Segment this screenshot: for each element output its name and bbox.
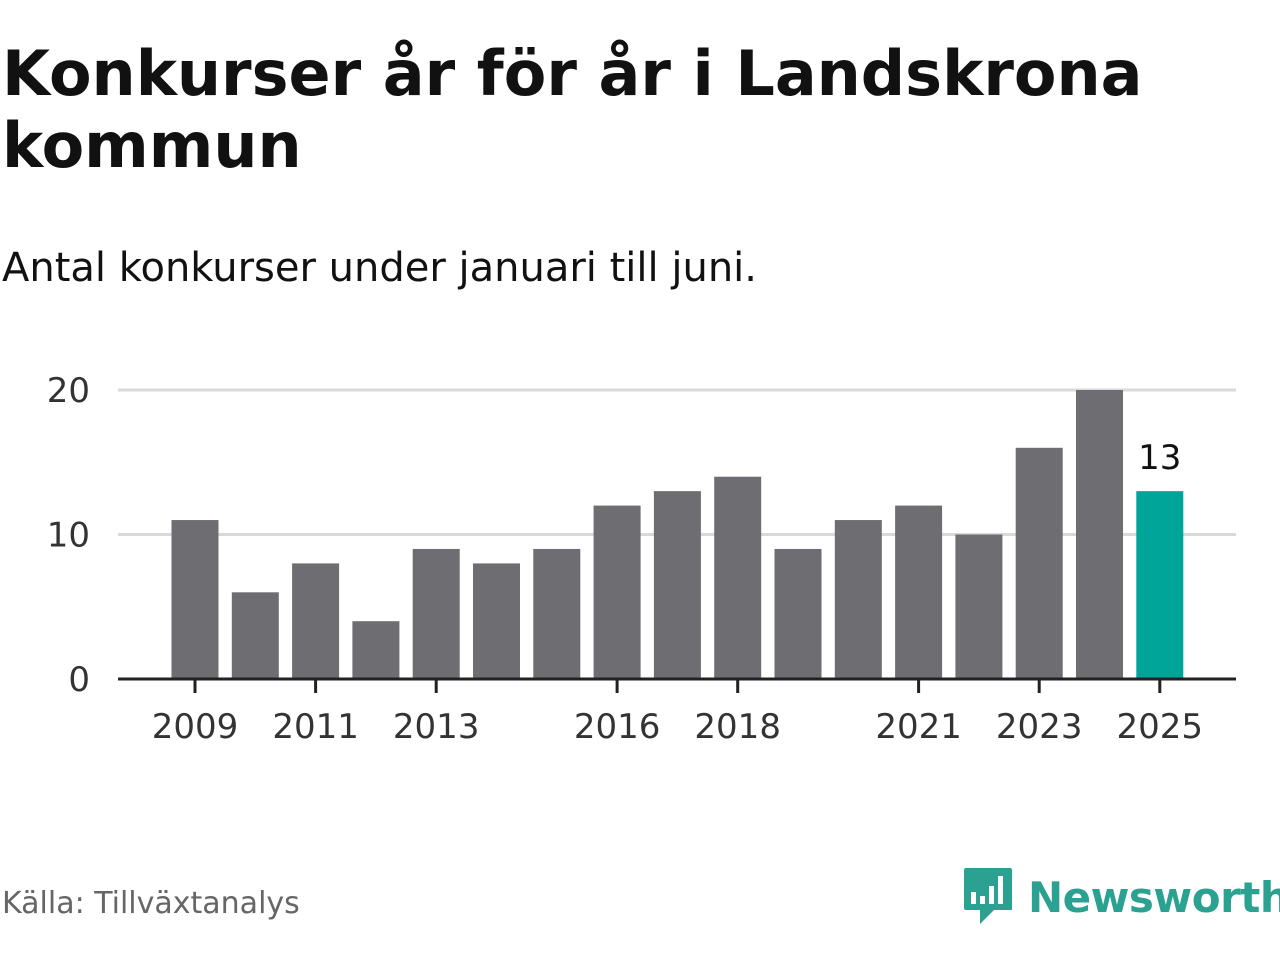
x-tick-label-2023: 2023 xyxy=(996,707,1083,747)
newsworthy-logo-icon xyxy=(964,868,1012,924)
y-axis-ticks: 0 10 20 xyxy=(47,371,90,700)
bar-2021 xyxy=(895,505,943,679)
bar-2025 xyxy=(1136,491,1184,679)
bar-2016 xyxy=(593,505,641,679)
bar-2018 xyxy=(714,476,762,679)
bar-2019 xyxy=(774,548,822,679)
bar-2013 xyxy=(412,548,460,679)
source-note: Källa: Tillväxtanalys xyxy=(2,886,300,921)
chart-subtitle: Antal konkurser under januari till juni. xyxy=(2,245,757,291)
x-axis-ticks: 2009 2011 2013 2016 2018 2021 2023 2025 xyxy=(152,679,1203,747)
bar-2009 xyxy=(171,520,219,679)
bar-2017 xyxy=(653,491,701,679)
y-tick-label-10: 10 xyxy=(47,516,90,556)
bar-2020 xyxy=(834,520,882,679)
bar-2014 xyxy=(473,563,520,679)
x-tick-label-2011: 2011 xyxy=(272,707,359,747)
x-tick-label-2018: 2018 xyxy=(694,707,781,747)
bar-2015 xyxy=(533,548,581,679)
brand-name: Newsworthy xyxy=(1028,872,1280,922)
x-tick-label-2013: 2013 xyxy=(393,707,480,747)
y-tick-label-0: 0 xyxy=(68,660,90,700)
chart-title: Konkurser år för år i Landskrona kommun xyxy=(2,37,1143,182)
bar-2022 xyxy=(955,534,1003,679)
bar-2012 xyxy=(352,621,400,679)
bar-2010 xyxy=(231,592,279,679)
x-tick-label-2025: 2025 xyxy=(1117,707,1204,747)
data-labels: 13 xyxy=(1138,438,1181,478)
x-tick-label-2021: 2021 xyxy=(875,707,962,747)
bar-chart: 0 10 20 2009 2011 2013 2016 2018 2021 2023 2025 1… xyxy=(47,371,1236,747)
bar-2024 xyxy=(1076,390,1123,679)
data-label-2025: 13 xyxy=(1138,438,1181,478)
x-tick-label-2009: 2009 xyxy=(152,707,239,747)
bar-2011 xyxy=(292,563,340,679)
bar-2023 xyxy=(1015,447,1063,679)
brand-logo: Newsworthy xyxy=(962,862,1280,932)
bars xyxy=(171,390,1184,679)
y-tick-label-20: 20 xyxy=(47,371,90,411)
x-tick-label-2016: 2016 xyxy=(574,707,661,747)
